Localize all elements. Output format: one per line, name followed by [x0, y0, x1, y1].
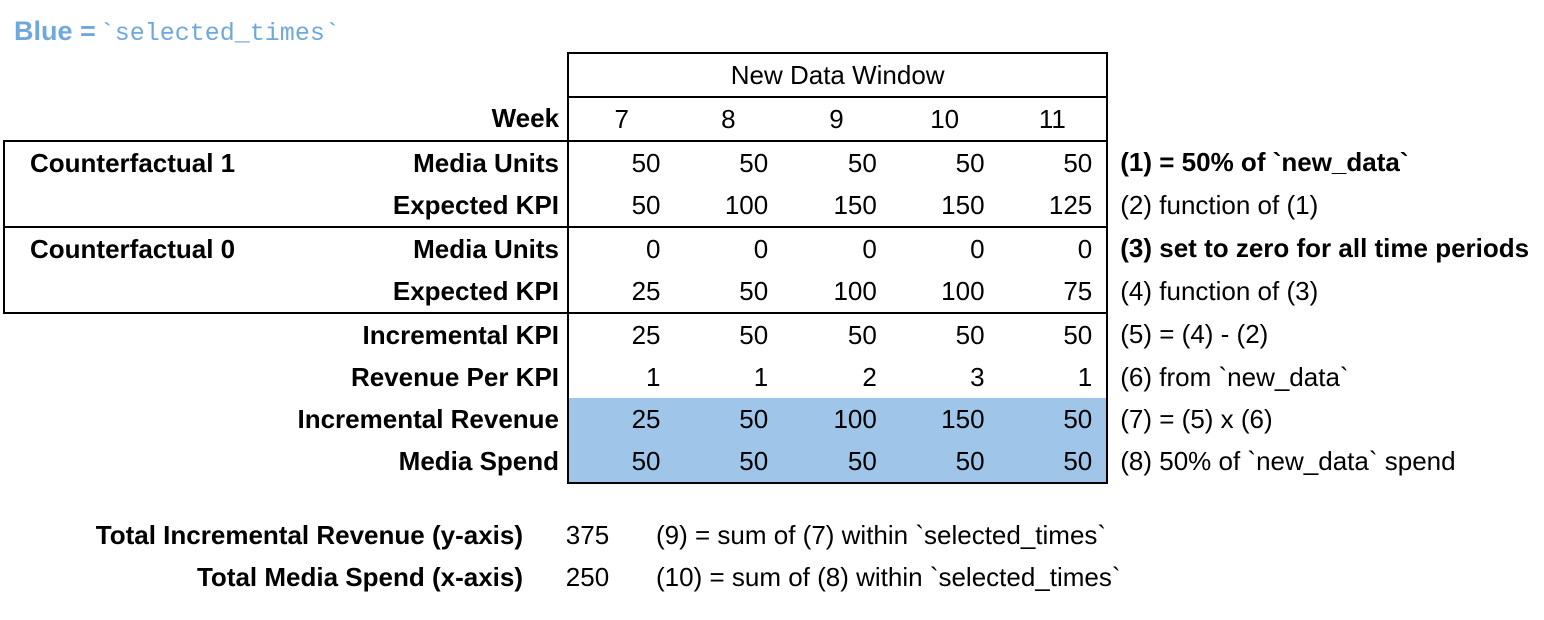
legend-selected-times-code: `selected_times` [99, 19, 340, 48]
counterfactual-group-label [2, 184, 298, 228]
value-cell: 2 [862, 361, 877, 392]
week-header: 9 [782, 97, 891, 142]
window-header-row: New Data Window [4, 52, 1543, 98]
table-row: Counterfactual 1 Media Units 50 50 50 50 50 (1)… [2, 140, 1543, 184]
value-cell: 1 [753, 361, 769, 392]
value-cell: 25 [567, 398, 675, 440]
value-cell: 150 [890, 184, 999, 228]
value-cell: 50 [567, 184, 675, 228]
spacer-cell [1107, 53, 1543, 97]
value-cell: 50 [674, 440, 783, 484]
table-row: Expected KPI 50 100 150 150 125 (2) function o… [2, 184, 1543, 228]
value-cell: 50 [739, 147, 769, 178]
value-cell: 50 [782, 440, 891, 484]
week-header: 11 [998, 97, 1109, 142]
table-body: Counterfactual 1 Media Units 50 50 50 50 50 (1)… [2, 140, 1543, 484]
counterfactual-group-label: Counterfactual 0 [2, 227, 298, 270]
value-cell: 25 [567, 313, 675, 356]
table-row: Incremental Revenue 25 50 100 150 50 (7) = (5)… [4, 398, 1543, 440]
row-label: Expected KPI [297, 270, 569, 314]
total-incremental-revenue-label: Total Incremental Revenue (y-axis) [95, 519, 523, 550]
total-media-spend-value: 250 [565, 561, 610, 592]
row-note: (1) = 50% of `new_data` [1120, 147, 1409, 177]
row-note: (5) = (4) - (2) [1120, 319, 1269, 349]
total-media-spend-note: (10) = sum of (8) within `selected_times… [656, 561, 1121, 592]
row-label: Media Units [413, 233, 560, 264]
value-cell: 0 [998, 227, 1109, 270]
row-note: (3) set to zero for all time periods [1120, 233, 1530, 263]
row-note: (8) 50% of `new_data` spend [1120, 446, 1456, 476]
total-row: Total Incremental Revenue (y-axis) 375 (… [3, 514, 1535, 556]
value-cell: 3 [970, 361, 985, 392]
value-cell: 0 [970, 233, 985, 264]
total-incremental-revenue-value: 375 [565, 519, 610, 550]
value-cell: 0 [862, 233, 877, 264]
value-cell: 50 [567, 141, 675, 184]
value-cell: 100 [890, 270, 999, 314]
spacer-cell [4, 53, 568, 97]
value-cell: 1 [567, 356, 675, 398]
row-note: (6) from `new_data` [1120, 361, 1349, 392]
value-cell: 50 [674, 270, 783, 314]
row-note: (7) = (5) x (6) [1120, 403, 1273, 434]
value-cell: 1 [998, 356, 1109, 398]
spacer-cell [1107, 97, 1543, 141]
legend-blue-label: Blue = [14, 16, 96, 46]
value-cell: 50 [955, 147, 985, 178]
value-cell: 50 [567, 440, 675, 484]
week-row: Week 7 8 9 10 11 [4, 97, 1543, 142]
value-cell: 25 [567, 270, 675, 314]
counterfactual-group-label [4, 313, 297, 356]
value-cell: 50 [847, 147, 877, 178]
counterfactual-group-label: Counterfactual 1 [2, 140, 298, 184]
value-cell: 50 [847, 319, 877, 350]
value-cell: 125 [998, 184, 1109, 228]
value-cell: 50 [674, 398, 783, 440]
value-cell: 50 [890, 440, 999, 484]
row-note: (4) function of (3) [1120, 276, 1319, 306]
row-label: Incremental KPI [362, 319, 560, 350]
week-header: 10 [890, 97, 999, 142]
table-row: Incremental KPI 25 50 50 50 50 (5) = (4) - (2) [4, 313, 1543, 356]
value-cell: 50 [739, 319, 769, 350]
total-incremental-revenue-note: (9) = sum of (7) within `selected_times` [656, 519, 1107, 550]
counterfactual-group-label [4, 440, 297, 483]
row-label: Revenue Per KPI [350, 361, 560, 392]
row-note: (2) function of (1) [1120, 190, 1319, 220]
highlight-legend: Blue = `selected_times` [14, 16, 340, 48]
new-data-window-header: New Data Window [567, 52, 1109, 98]
total-media-spend-label: Total Media Spend (x-axis) [196, 561, 523, 592]
totals-section: Total Incremental Revenue (y-axis) 375 (… [3, 514, 1535, 598]
value-cell: 50 [955, 319, 985, 350]
week-header: 7 [567, 97, 675, 142]
total-row: Total Media Spend (x-axis) 250 (10) = su… [3, 556, 1535, 598]
value-cell: 50 [998, 440, 1109, 484]
value-cell: 100 [674, 184, 783, 228]
data-window-table: New Data Window Week 7 8 9 10 11 Counter… [2, 52, 1544, 484]
table-row: Media Spend 50 50 50 50 50 (8) 50% of `new_dat… [4, 440, 1543, 484]
value-cell: 100 [782, 270, 891, 314]
value-cell: 150 [890, 398, 999, 440]
row-label: Media Units [297, 140, 569, 184]
counterfactual-group-label [4, 356, 297, 398]
value-cell: 0 [753, 233, 769, 264]
table-row: Counterfactual 0 Media Units 0 0 0 0 0 (3) set … [2, 227, 1543, 270]
value-cell: 75 [998, 270, 1109, 314]
value-cell: 50 [998, 141, 1109, 184]
week-header: 8 [674, 97, 783, 142]
counterfactual-group-label [2, 270, 298, 314]
value-cell: 0 [567, 227, 675, 270]
table-row: Revenue Per KPI 1 1 2 3 1 (6) from `new_data` [4, 356, 1543, 398]
table-row: Expected KPI 25 50 100 100 75 (4) function of … [2, 270, 1543, 314]
row-label: Expected KPI [297, 184, 569, 228]
week-label: Week [491, 103, 560, 133]
value-cell: 50 [998, 313, 1109, 356]
value-cell: 100 [782, 398, 891, 440]
value-cell: 50 [998, 398, 1109, 440]
row-label: Media Spend [398, 446, 560, 476]
value-cell: 150 [782, 184, 891, 228]
row-label: Incremental Revenue [297, 403, 560, 434]
counterfactual-group-label [4, 398, 297, 440]
